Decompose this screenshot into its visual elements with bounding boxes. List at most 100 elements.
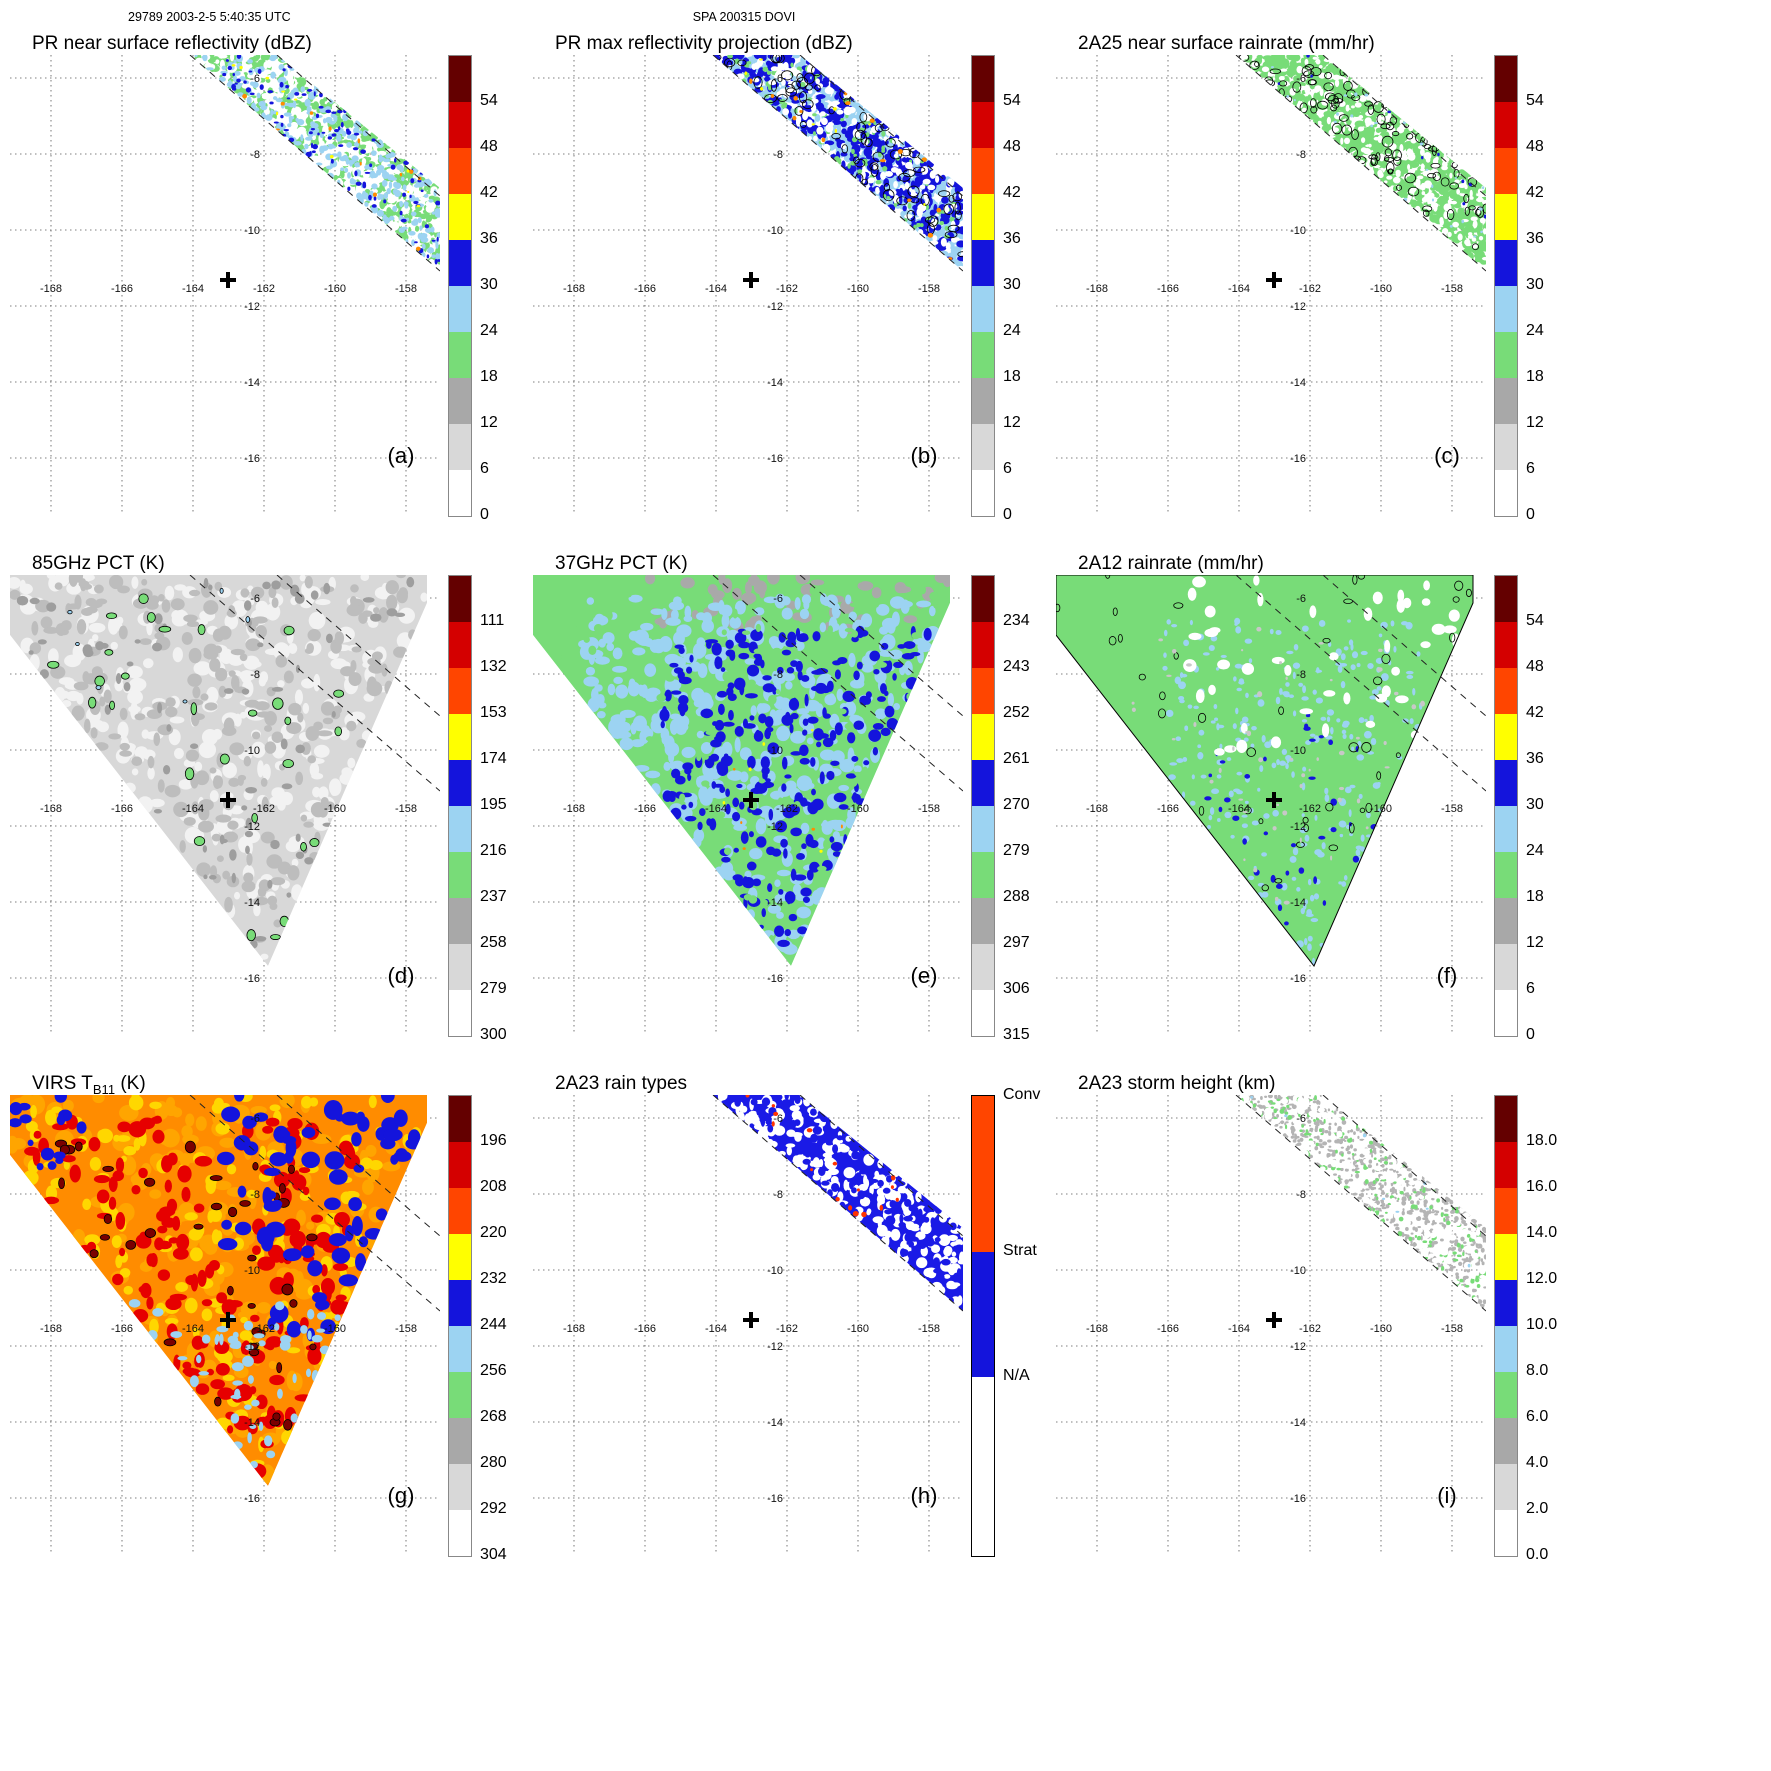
lat-tick-label: -8 xyxy=(250,1189,260,1201)
panel-title-i: 2A23 storm height (km) xyxy=(1078,1073,1275,1097)
colorbar-strip xyxy=(448,55,472,517)
colorbar-label: 0 xyxy=(480,506,489,523)
swath-edge-line xyxy=(712,575,963,792)
colorbar-h: Conv Strat N/A xyxy=(971,1086,1083,1571)
lat-tick-label: -14 xyxy=(767,377,783,389)
map-canvas-f: -168 -166 -164 -162 -160 -158 -6 -8 -10 -12 -14 -16… xyxy=(1056,575,1486,1035)
panel-title-text: 2A12 rainrate (mm/hr) xyxy=(1078,553,1264,574)
lat-tick-label: -12 xyxy=(244,301,260,313)
lat-tick-label: -8 xyxy=(1296,669,1306,681)
storm-center-cross xyxy=(220,272,236,288)
colorbar-label: 24 xyxy=(480,322,498,339)
storm-center-cross xyxy=(743,1312,759,1328)
lat-tick-label: -12 xyxy=(244,821,260,833)
lat-tick-label: -14 xyxy=(767,897,783,909)
colorbar-label: 12 xyxy=(1003,414,1021,431)
colorbar-label: 306 xyxy=(1003,980,1030,997)
lon-tick-label: -166 xyxy=(634,1323,656,1335)
colorbar-label: N/A xyxy=(1003,1366,1030,1384)
panel-title-f: 2A12 rainrate (mm/hr) xyxy=(1078,553,1264,577)
panel-title-text: 2A23 storm height (km) xyxy=(1078,1073,1276,1094)
colorbar-label: 243 xyxy=(1003,658,1030,675)
colorbar-label: 12 xyxy=(1526,934,1544,951)
lat-tick-label: -8 xyxy=(773,669,783,681)
colorbar-i: 18.0 16.0 14.0 12.0 10.0 8.0 6.0 4.0 2.0 0.0 xyxy=(1494,1095,1606,1571)
colorbar-label: 268 xyxy=(480,1408,507,1425)
swath-edge-line xyxy=(799,55,963,197)
lat-tick-label: -6 xyxy=(1296,1113,1306,1125)
panel-title-d: 85GHz PCT (K) xyxy=(32,553,165,577)
panel-a: PR near surface reflectivity (dBZ) -168 -… xyxy=(8,31,564,551)
colorbar-label: Strat xyxy=(1003,1242,1037,1260)
colorbar-label: 0 xyxy=(1003,506,1012,523)
lon-tick-label: -164 xyxy=(1228,283,1250,295)
lon-tick-label: -162 xyxy=(1299,1323,1321,1335)
lat-tick-label: -6 xyxy=(250,1113,260,1125)
lon-tick-label: -164 xyxy=(182,283,204,295)
lon-tick-label: -164 xyxy=(705,1323,727,1335)
lat-tick-label: -12 xyxy=(244,1341,260,1353)
lon-tick-label: -160 xyxy=(847,803,869,815)
panel-title-a: PR near surface reflectivity (dBZ) xyxy=(32,33,312,57)
colorbar-label: 111 xyxy=(480,612,505,629)
lat-tick-label: -6 xyxy=(1296,593,1306,605)
storm-center-cross xyxy=(743,272,759,288)
map-canvas-c: -168 -166 -164 -162 -160 -158 -6 -8 -10 -12 -14 -16… xyxy=(1056,55,1486,515)
colorbar-strip xyxy=(448,1095,472,1557)
panel-title-b: PR max reflectivity projection (dBZ) xyxy=(555,33,853,57)
lon-tick-label: -160 xyxy=(847,1323,869,1335)
panel-title-g: VIRS TB11 (K) xyxy=(32,1073,146,1097)
lon-tick-label: -160 xyxy=(1370,803,1392,815)
swath-edge-line xyxy=(189,55,440,272)
storm-center-cross xyxy=(743,792,759,808)
swath-edge-line xyxy=(1235,575,1486,792)
panel-title-post: (K) xyxy=(115,1073,146,1094)
colorbar-label: 258 xyxy=(480,934,507,951)
colorbar-label: 30 xyxy=(480,276,498,293)
colorbar-a: 54 48 42 36 30 24 18 12 6 0 xyxy=(448,55,560,531)
lon-tick-label: -166 xyxy=(634,803,656,815)
colorbar-c: 54 48 42 36 30 24 18 12 6 0 xyxy=(1494,55,1606,531)
swath-edge-line xyxy=(1322,575,1486,717)
lat-tick-label: -6 xyxy=(1296,73,1306,85)
colorbar-label: 42 xyxy=(1526,704,1544,721)
panel-title-text: 2A23 rain types xyxy=(555,1073,688,1094)
storm-center-cross xyxy=(1266,792,1282,808)
lat-tick-label: -10 xyxy=(244,1265,260,1277)
panel-title-text: 2A25 near surface rainrate (mm/hr) xyxy=(1078,33,1375,54)
colorbar-strip xyxy=(1494,55,1518,517)
map-canvas-e: -168 -166 -164 -162 -160 -158 -6 -8 -10 -12 -14 -16… xyxy=(533,575,963,1035)
lon-tick-label: -160 xyxy=(1370,1323,1392,1335)
swath-edge-line xyxy=(189,575,440,792)
panel-title-text: PR near surface reflectivity (dBZ) xyxy=(32,33,312,54)
lon-tick-label: -164 xyxy=(705,803,727,815)
colorbar-label: 30 xyxy=(1526,796,1544,813)
lon-tick-label: -164 xyxy=(182,803,204,815)
lat-tick-label: -14 xyxy=(767,1417,783,1429)
lat-tick-label: -10 xyxy=(767,745,783,757)
swath-edge-line xyxy=(712,1095,963,1312)
panel-letter: (h) xyxy=(911,1483,938,1508)
lat-tick-label: -16 xyxy=(244,973,260,985)
lat-tick-label: -14 xyxy=(1290,1417,1306,1429)
colorbar-label: 6.0 xyxy=(1526,1408,1549,1425)
lon-tick-label: -162 xyxy=(776,803,798,815)
colorbar-label: 12 xyxy=(1526,414,1544,431)
lon-tick-label: -158 xyxy=(395,1323,417,1335)
colorbar-label: 48 xyxy=(1526,138,1544,155)
lat-tick-label: -10 xyxy=(767,1265,783,1277)
lon-tick-label: -164 xyxy=(1228,1323,1250,1335)
swath-data xyxy=(10,575,427,966)
lon-tick-label: -166 xyxy=(1157,283,1179,295)
lat-tick-label: -16 xyxy=(244,453,260,465)
header-storm-id: SPA 200315 DOVI xyxy=(692,10,796,24)
lat-tick-label: -8 xyxy=(1296,149,1306,161)
lon-tick-label: -168 xyxy=(40,283,62,295)
swath-edge-line xyxy=(712,55,963,272)
lat-tick-label: -14 xyxy=(1290,897,1306,909)
panel-letter: (g) xyxy=(388,1483,415,1508)
colorbar-label: 24 xyxy=(1526,842,1544,859)
colorbar-label: 24 xyxy=(1003,322,1021,339)
lon-tick-label: -168 xyxy=(563,1323,585,1335)
lat-tick-label: -8 xyxy=(250,149,260,161)
